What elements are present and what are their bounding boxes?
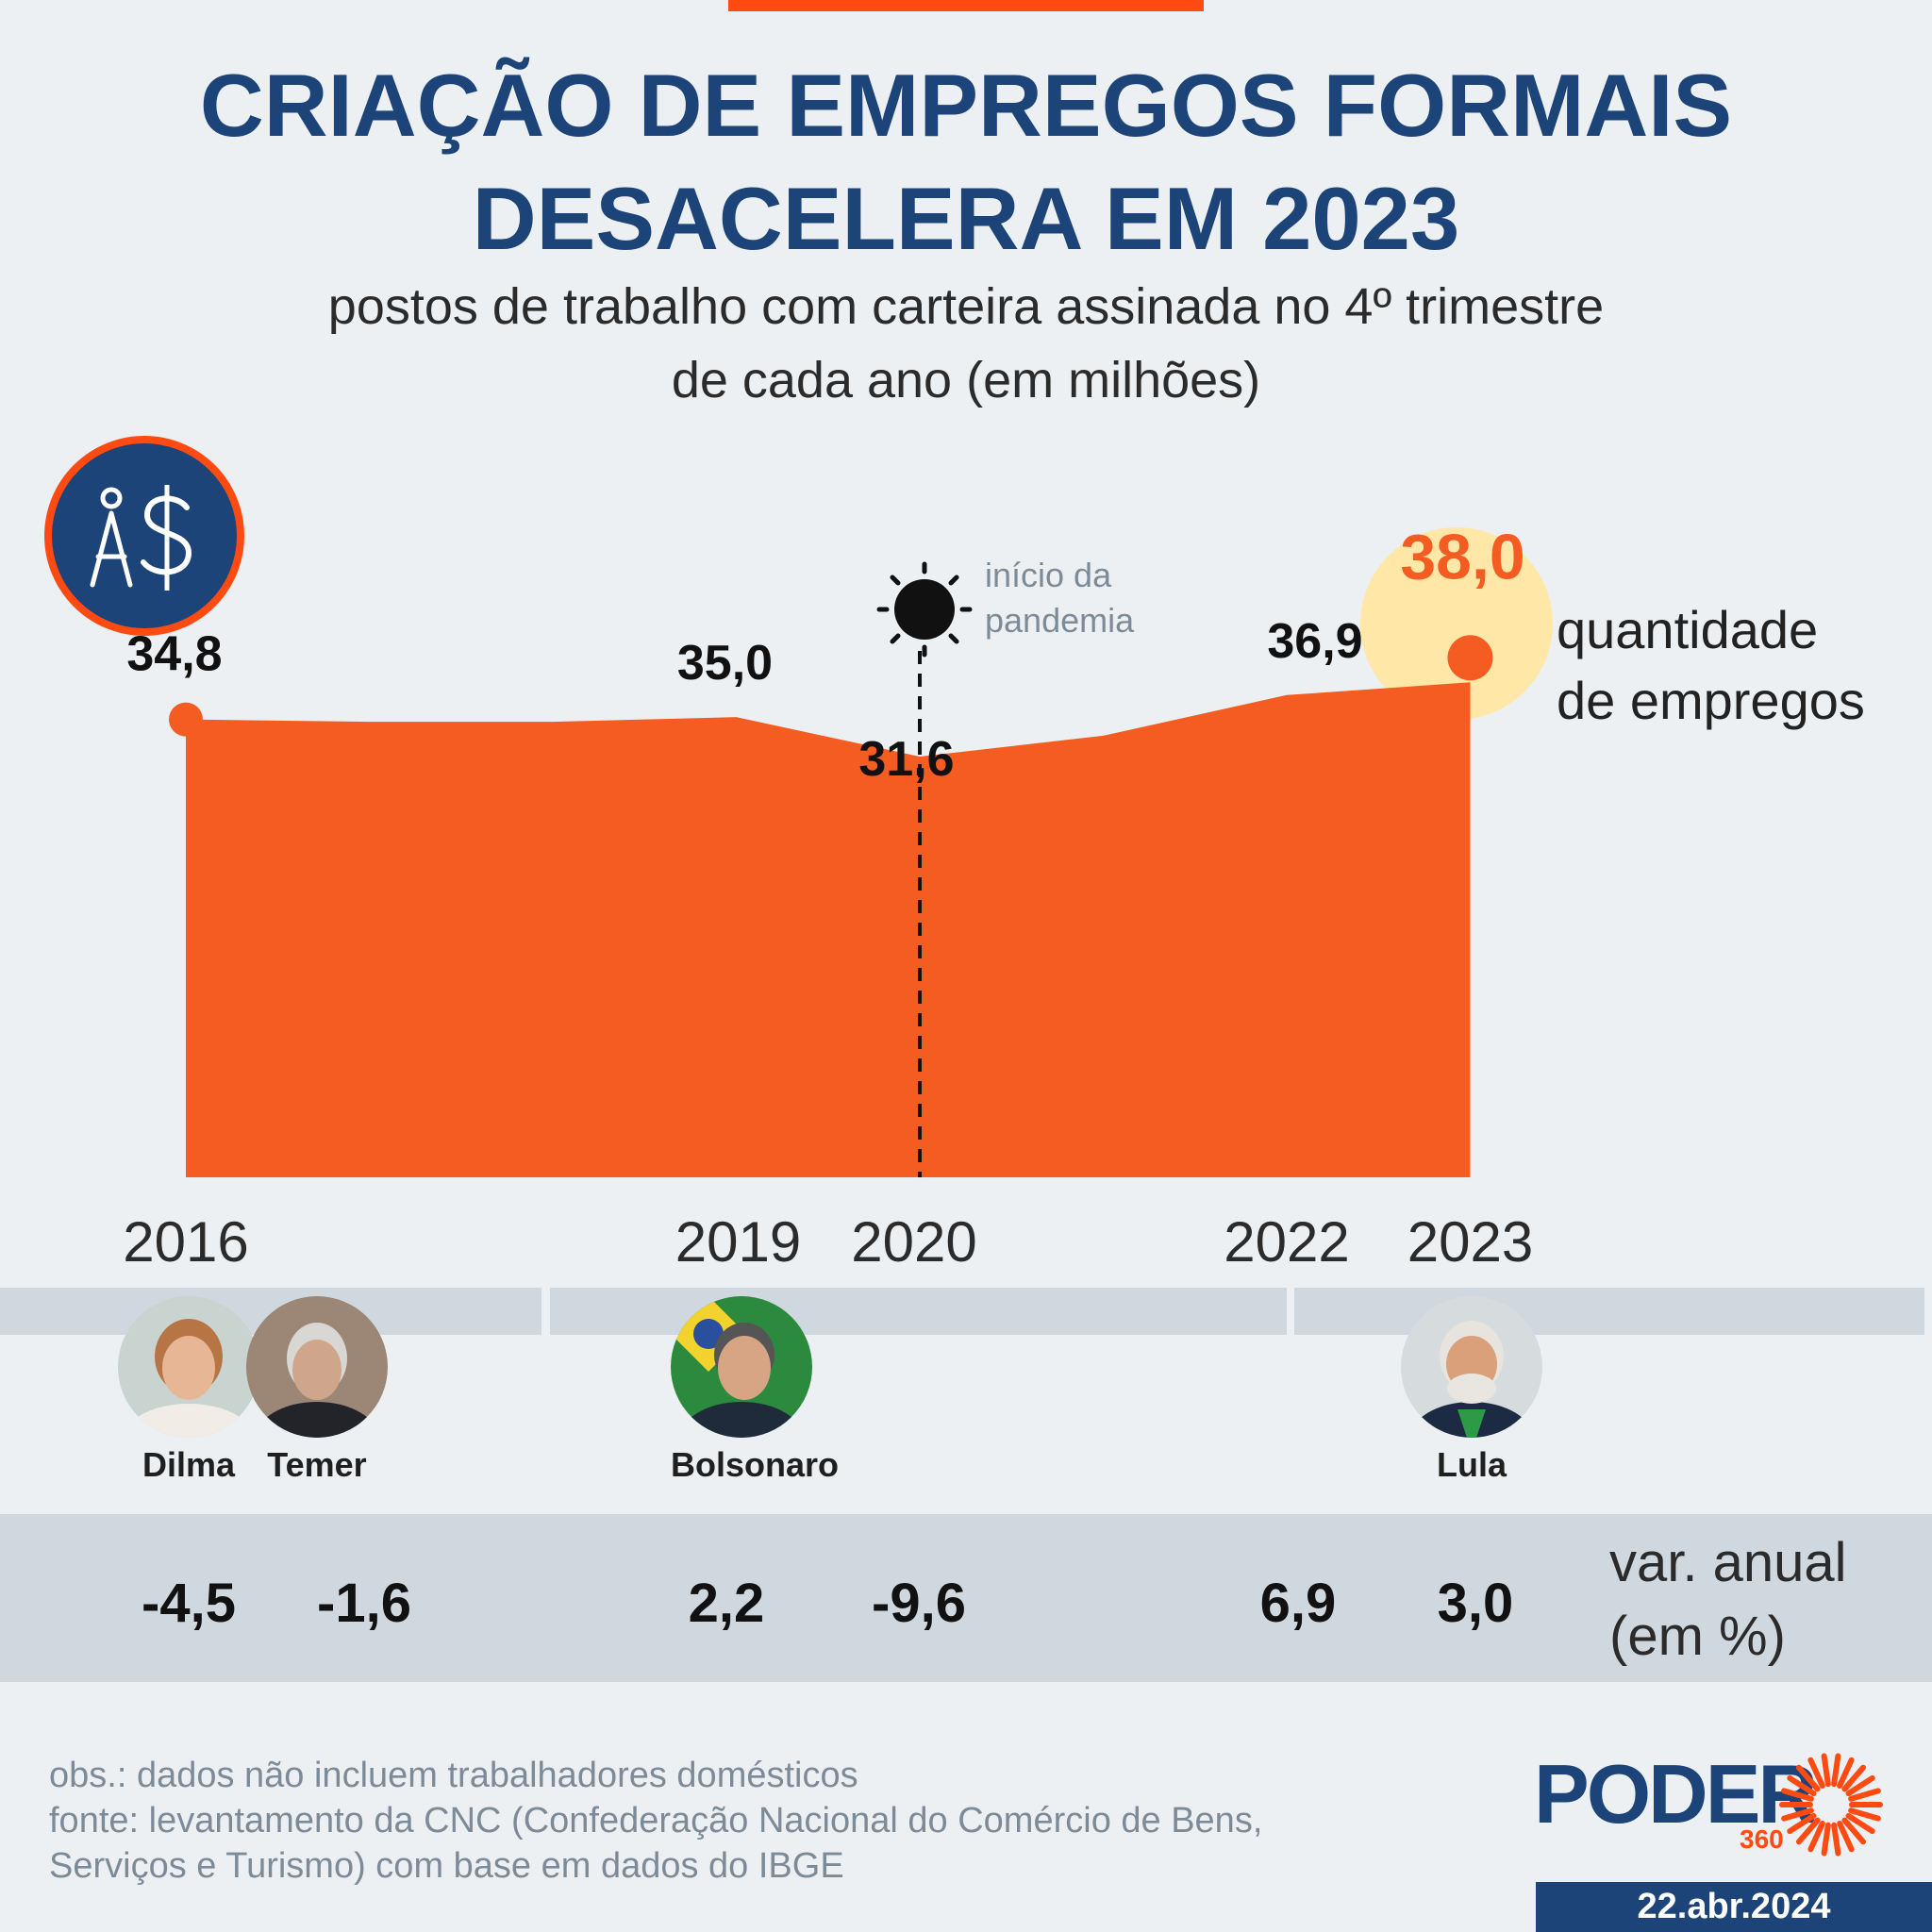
sun-ray: [1787, 1812, 1817, 1835]
data-label-2019: 35,0: [677, 636, 773, 691]
sun-ray: [1795, 1764, 1821, 1792]
data-label-2020: 31,6: [858, 732, 954, 787]
variation-2019: 2,2: [688, 1573, 765, 1634]
term-band-lula: [1294, 1288, 1924, 1335]
president-name-lula: Lula: [1436, 1445, 1507, 1484]
president-temer: Temer: [246, 1296, 388, 1485]
sun-ray: [1845, 1812, 1875, 1835]
footer-source-line-2: Serviços e Turismo) com base em dados do…: [49, 1846, 844, 1886]
virus-icon: [876, 561, 973, 658]
data-label-2022: 36,9: [1267, 614, 1362, 669]
footer-source-line-1: fonte: levantamento da CNC (Confederação…: [49, 1801, 1263, 1840]
x-tick-2022: 2022: [1224, 1210, 1350, 1274]
sun-ray: [1848, 1788, 1881, 1802]
subtitle-line-1: postos de trabalho com carteira assinada…: [327, 278, 1605, 335]
data-point-2016: [169, 702, 203, 737]
chart-subtitle: postos de trabalho com carteira assinada…: [0, 270, 1932, 417]
person-dollar-icon: [44, 436, 244, 636]
sun-ray: [1807, 1821, 1825, 1853]
annual-variation-band: [0, 1514, 1932, 1682]
sun-ray: [1821, 1822, 1831, 1857]
sun-ray: [1848, 1807, 1881, 1822]
sun-ray: [1781, 1807, 1814, 1822]
x-tick-2016: 2016: [123, 1210, 249, 1274]
footer-obs: obs.: dados não incluem trabalhadores do…: [49, 1756, 858, 1795]
avatar-dilma: [118, 1296, 259, 1438]
variation-2017: -1,6: [317, 1573, 411, 1634]
sun-ray: [1841, 1764, 1867, 1792]
variation-2022: 6,9: [1259, 1573, 1337, 1634]
variation-2023: 3,0: [1437, 1573, 1514, 1634]
area-chart: início da pandemia 34,8 35,0 31,6 36,9 3…: [44, 436, 1865, 1177]
president-lula: Lula: [1401, 1296, 1542, 1485]
variation-2020: -9,6: [872, 1573, 966, 1634]
area-series: [186, 682, 1471, 1177]
president-name-temer: Temer: [267, 1445, 367, 1484]
publication-date: 22.abr.2024: [1536, 1882, 1932, 1932]
x-tick-2023: 2023: [1407, 1210, 1534, 1274]
x-tick-2020: 2020: [851, 1210, 977, 1274]
title-line-2: DESACELERA EM 2023: [472, 169, 1460, 268]
avatar-temer: [246, 1296, 388, 1438]
top-accent-bar: [728, 0, 1204, 11]
sun-ray: [1845, 1774, 1875, 1797]
title-line-1: CRIAÇÃO DE EMPREGOS FORMAIS: [199, 56, 1733, 155]
pandemic-label-line-1: início da: [985, 556, 1112, 594]
term-band-bolsonaro: [550, 1288, 1287, 1335]
logo-text: PODER: [1534, 1747, 1818, 1840]
sun-icon: [1779, 1753, 1883, 1857]
x-tick-2019: 2019: [675, 1210, 802, 1274]
data-point-2023: [1447, 635, 1493, 681]
sun-ray: [1831, 1753, 1841, 1788]
footer-notes: obs.: dados não incluem trabalhadores do…: [49, 1753, 1262, 1889]
avatar-bolsonaro: [671, 1296, 812, 1438]
series-label-line-2: de empregos: [1557, 671, 1865, 730]
data-label-2023: 38,0: [1400, 521, 1524, 592]
sun-ray: [1837, 1757, 1855, 1789]
logo-sub: 360: [1740, 1824, 1784, 1854]
president-name-dilma: Dilma: [142, 1445, 236, 1484]
annual-variation-title-line-2: (em %): [1609, 1606, 1786, 1667]
pandemic-label-line-2: pandemia: [985, 601, 1135, 640]
sun-ray: [1787, 1774, 1817, 1797]
data-label-2016: 34,8: [126, 627, 222, 682]
president-name-bolsonaro: Bolsonaro: [671, 1445, 840, 1484]
chart-title: CRIAÇÃO DE EMPREGOS FORMAIS DESACELERA E…: [0, 49, 1932, 275]
annual-variation-title: var. anual (em %): [1609, 1526, 1847, 1674]
series-label-line-1: quantidade: [1557, 600, 1818, 659]
variation-2016: -4,5: [142, 1573, 236, 1634]
highlight-circle: [1360, 527, 1553, 720]
sun-ray: [1831, 1822, 1841, 1857]
sun-ray: [1781, 1788, 1814, 1802]
poder360-logo: PODER 360: [1534, 1747, 1892, 1857]
annual-variation-title-line-1: var. anual: [1609, 1532, 1847, 1593]
president-dilma: Dilma: [118, 1296, 259, 1485]
sun-ray: [1821, 1753, 1831, 1788]
avatar-lula: [1401, 1296, 1542, 1438]
sun-ray: [1807, 1757, 1825, 1789]
subtitle-line-2: de cada ano (em milhões): [671, 352, 1261, 408]
sun-ray: [1837, 1821, 1855, 1853]
x-axis: 2016 2019 2020 2022 2023: [0, 1209, 1932, 1275]
sun-ray: [1795, 1817, 1821, 1845]
president-bolsonaro: Bolsonaro: [671, 1296, 840, 1485]
sun-ray: [1841, 1817, 1867, 1845]
